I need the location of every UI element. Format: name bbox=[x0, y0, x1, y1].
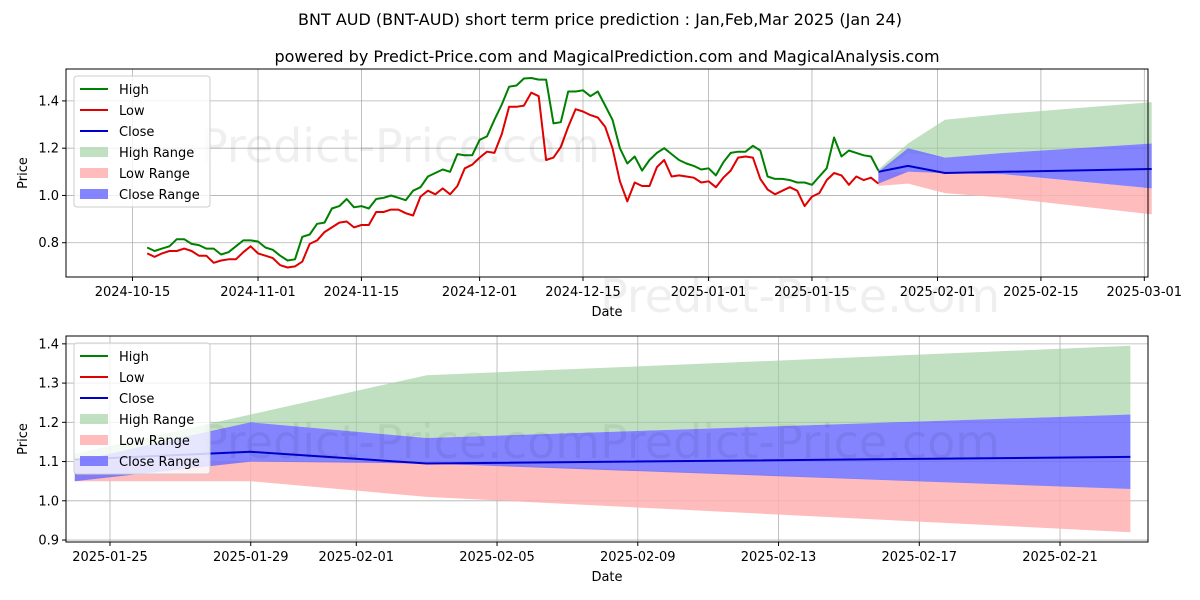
p0-xtick-label-4: 2024-12-15 bbox=[545, 285, 621, 300]
p1-legend-swatch-3 bbox=[80, 414, 108, 424]
p1-high-range-area bbox=[74, 345, 1131, 466]
p1-ytick-label-0: 0.9 bbox=[38, 534, 59, 549]
top-watermark: Predict-Price.com Predict-Price.com bbox=[200, 119, 1000, 323]
p0-xtick-label-8: 2025-02-15 bbox=[1003, 285, 1079, 300]
top-x-ticks: 2024-10-15 2024-11-01 2024-11-15 2024-12-01… bbox=[95, 277, 1182, 300]
top-x-axis-label: Date bbox=[591, 305, 622, 320]
bottom-legend: High Low Close High Range Low Range Close Ran… bbox=[73, 342, 211, 475]
p0-watermark-1: Predict-Price.com bbox=[200, 119, 600, 173]
p0-xtick-label-6: 2025-01-15 bbox=[774, 285, 850, 300]
top-series-lines bbox=[146, 77, 1152, 269]
top-legend: High Low Close High Range Low Range Close Ran… bbox=[73, 75, 211, 208]
bottom-x-axis-label: Date bbox=[591, 570, 622, 585]
bottom-panel: Predict-Price.com Predict-Price.com 2025-… bbox=[16, 335, 1149, 585]
p0-low-line bbox=[146, 91, 880, 269]
bottom-y-ticks: 0.9 1.0 1.1 1.2 1.3 1.4 bbox=[38, 337, 66, 549]
p1-legend-label-1: Low bbox=[119, 371, 145, 386]
p0-watermark-2: Predict-Price.com bbox=[600, 269, 1000, 323]
p0-legend-swatch-3 bbox=[80, 147, 108, 157]
p0-xtick-label-5: 2025-01-01 bbox=[671, 285, 747, 300]
chart-subtitle: powered by Predict-Price.com and Magical… bbox=[274, 47, 939, 66]
p1-ytick-label-4: 1.3 bbox=[38, 377, 59, 392]
bottom-y-axis-label: Price bbox=[16, 423, 31, 455]
p1-legend-label-0: High bbox=[119, 350, 149, 365]
p0-legend-swatch-5 bbox=[80, 189, 108, 199]
chart-title: BNT AUD (BNT-AUD) short term price predi… bbox=[298, 10, 902, 29]
p0-legend-label-3: High Range bbox=[119, 146, 194, 161]
p0-high-line bbox=[146, 77, 880, 262]
p0-xtick-label-3: 2024-12-01 bbox=[442, 285, 518, 300]
p0-xtick-label-9: 2025-03-01 bbox=[1107, 285, 1183, 300]
p0-ytick-label-2: 1.2 bbox=[38, 142, 59, 157]
bottom-axes-frame bbox=[65, 335, 1149, 543]
p1-xtick-label-3: 2025-02-05 bbox=[459, 550, 535, 565]
p1-close-range-area bbox=[74, 414, 1131, 489]
bottom-watermark: Predict-Price.com Predict-Price.com bbox=[200, 415, 1000, 469]
p1-ytick-label-5: 1.4 bbox=[38, 337, 59, 352]
p0-close-line bbox=[878, 164, 1152, 174]
p0-xtick-label-1: 2024-11-01 bbox=[220, 285, 296, 300]
top-axes-frame bbox=[65, 68, 1149, 278]
p0-ytick-label-3: 1.4 bbox=[38, 94, 59, 109]
top-y-ticks: 0.8 1.0 1.2 1.4 bbox=[38, 94, 66, 251]
p1-xtick-label-2: 2025-02-01 bbox=[319, 550, 395, 565]
p1-ytick-label-1: 1.0 bbox=[38, 494, 59, 509]
top-y-axis-label: Price bbox=[16, 157, 31, 189]
p0-legend-label-2: Close bbox=[119, 125, 154, 140]
p1-xtick-label-4: 2025-02-09 bbox=[600, 550, 676, 565]
p0-low-range-area bbox=[878, 171, 1152, 215]
p0-legend-label-1: Low bbox=[119, 104, 145, 119]
p0-ytick-label-1: 1.0 bbox=[38, 189, 59, 204]
p1-xtick-label-6: 2025-02-17 bbox=[882, 550, 958, 565]
p0-xtick-label-2: 2024-11-15 bbox=[324, 285, 400, 300]
p1-xtick-label-7: 2025-02-21 bbox=[1022, 550, 1098, 565]
p0-high-range-area bbox=[878, 102, 1152, 175]
p0-xtick-label-7: 2025-02-01 bbox=[900, 285, 976, 300]
p1-legend-swatch-4 bbox=[80, 435, 108, 445]
p0-xtick-label-0: 2024-10-15 bbox=[95, 285, 171, 300]
p1-xtick-label-5: 2025-02-13 bbox=[741, 550, 817, 565]
p0-close-range-area bbox=[878, 143, 1152, 189]
p0-legend-label-5: Close Range bbox=[119, 188, 200, 203]
p1-ytick-label-3: 1.2 bbox=[38, 416, 59, 431]
p1-legend-label-3: High Range bbox=[119, 413, 194, 428]
p1-legend-label-2: Close bbox=[119, 392, 154, 407]
bottom-x-ticks: 2025-01-25 2025-01-29 2025-02-01 2025-02-05… bbox=[72, 542, 1098, 565]
p0-legend-label-0: High bbox=[119, 83, 149, 98]
p0-legend-swatch-4 bbox=[80, 168, 108, 178]
p1-watermark-2: Predict-Price.com bbox=[600, 415, 1000, 469]
p1-legend-label-4: Low Range bbox=[119, 434, 190, 449]
p1-legend-label-5: Close Range bbox=[119, 455, 200, 470]
p1-watermark-1: Predict-Price.com bbox=[200, 415, 600, 469]
p1-legend-swatch-5 bbox=[80, 456, 108, 466]
p1-xtick-label-0: 2025-01-25 bbox=[72, 550, 148, 565]
top-panel: Predict-Price.com Predict-Price.com 2024-… bbox=[16, 68, 1182, 323]
bottom-range-fills bbox=[74, 345, 1131, 533]
p1-ytick-label-2: 1.1 bbox=[38, 455, 59, 470]
p0-ytick-label-0: 0.8 bbox=[38, 236, 59, 251]
top-range-fills bbox=[878, 102, 1152, 215]
p1-xtick-label-1: 2025-01-29 bbox=[213, 550, 289, 565]
p0-legend-label-4: Low Range bbox=[119, 167, 190, 182]
